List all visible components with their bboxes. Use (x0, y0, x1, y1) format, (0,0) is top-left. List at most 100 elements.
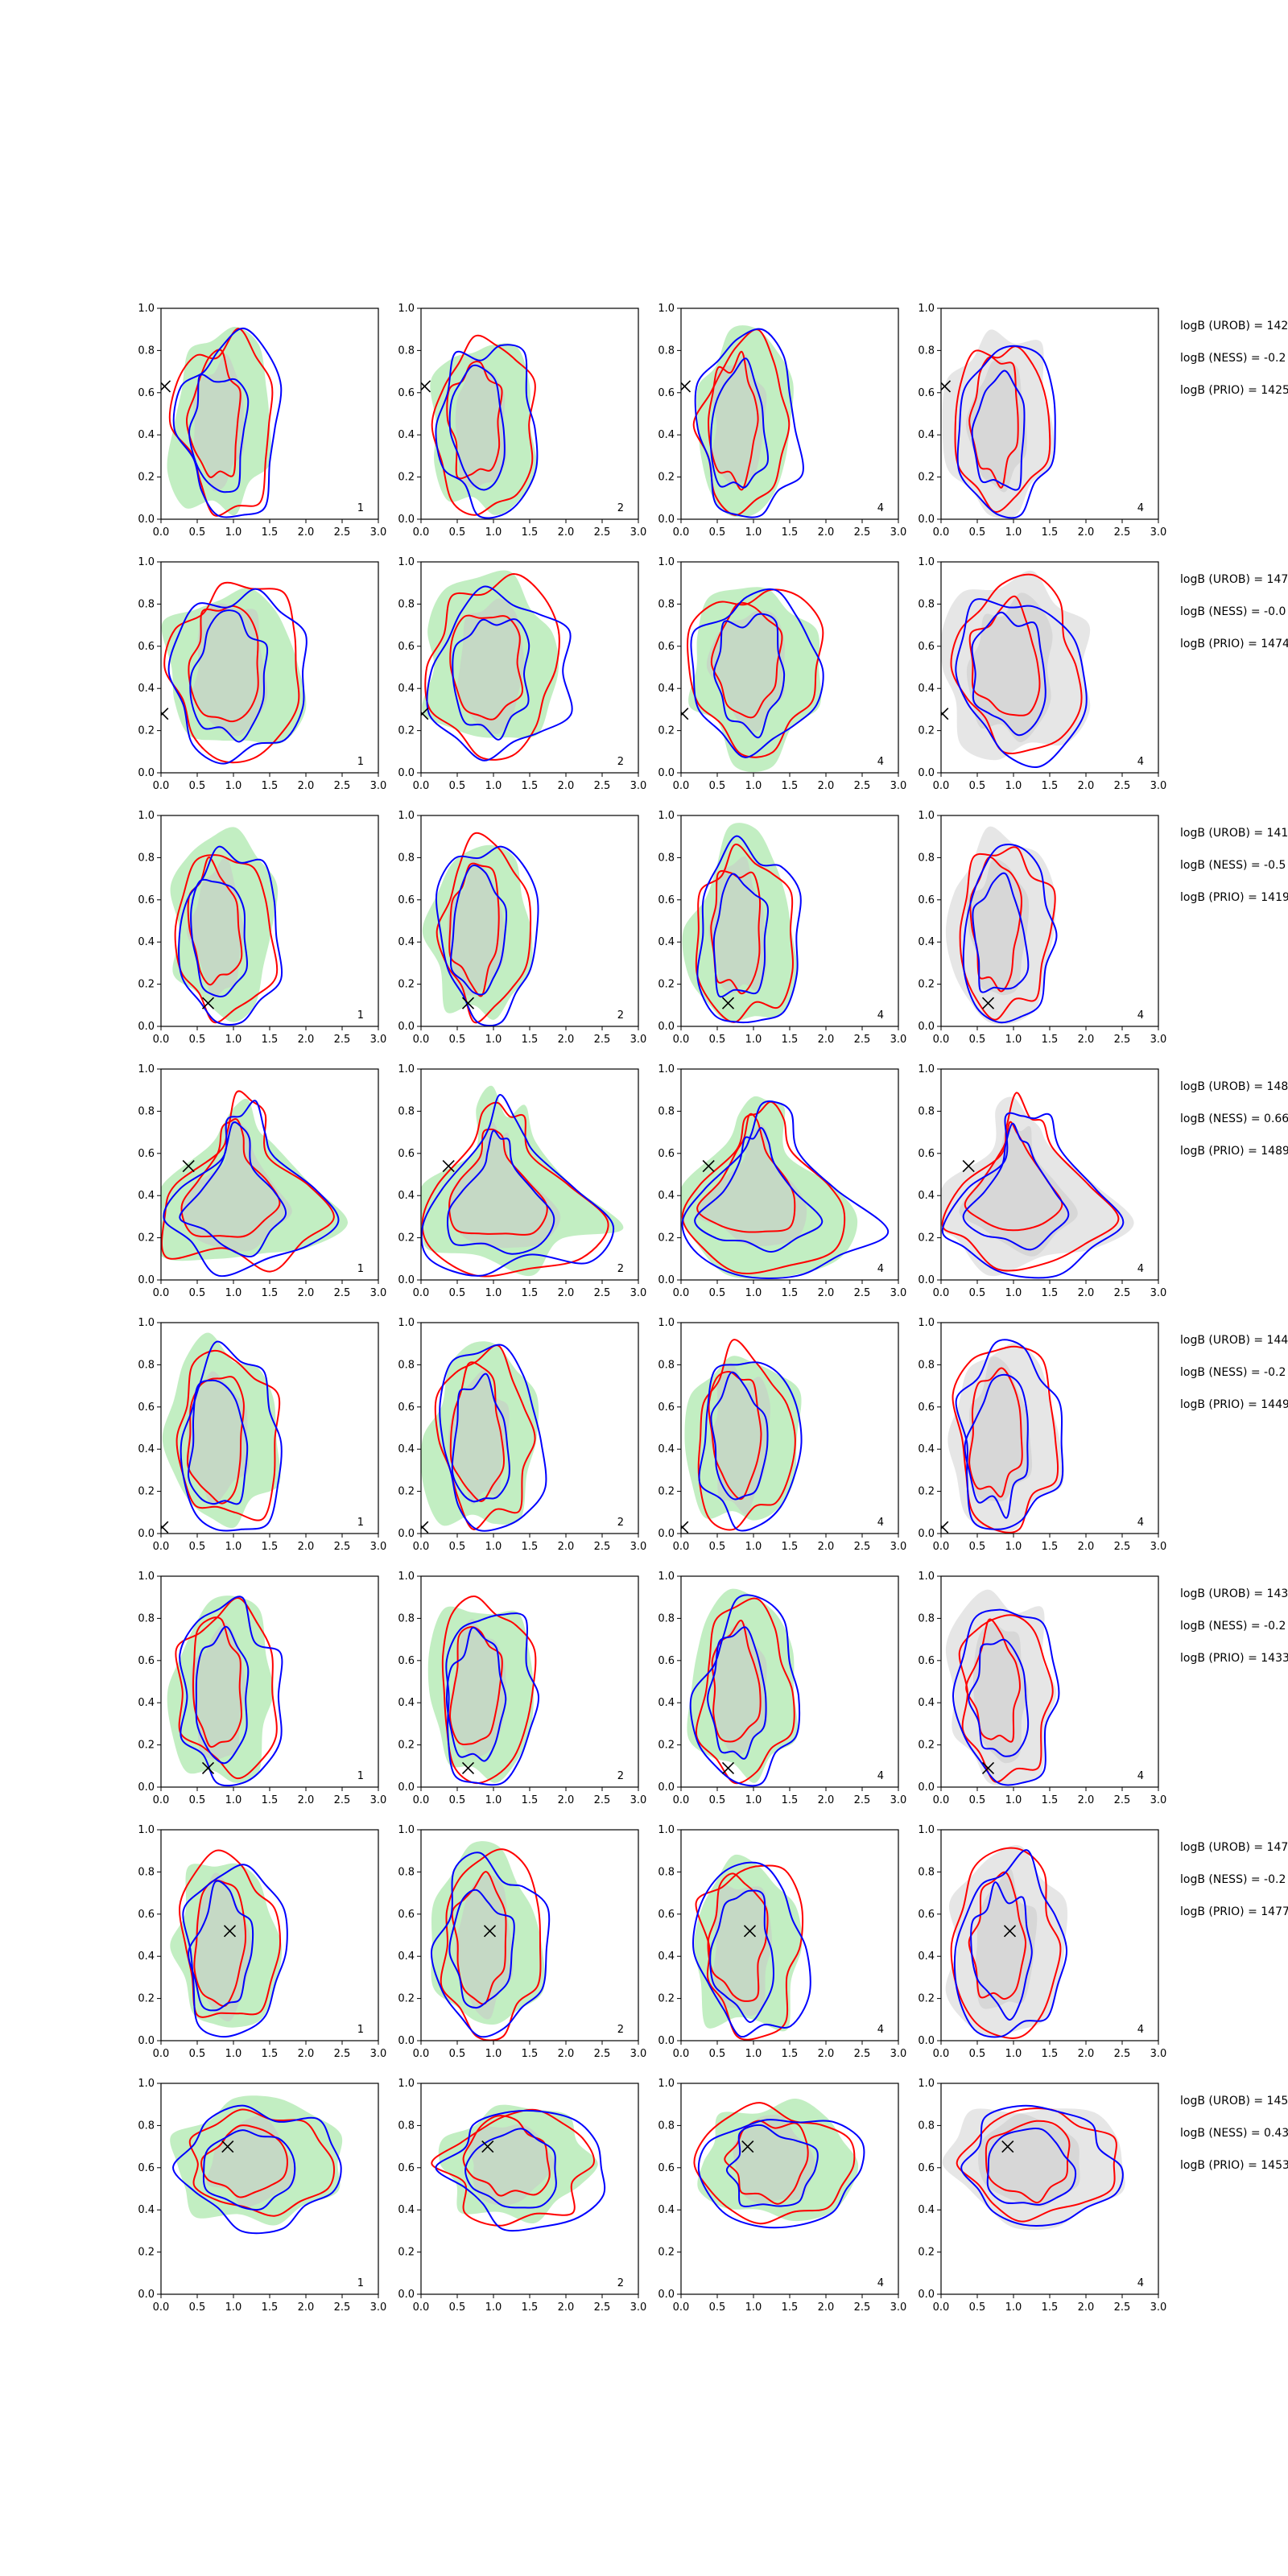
y-tick-label: 0.0 (398, 1528, 415, 1540)
y-tick-label: 0.6 (398, 2162, 415, 2174)
blue-contour-inner (713, 613, 786, 739)
panel-r6-c4: 0.0 0.5 1.0 1.5 2.0 2.5 3.0 0.0 0.2 0.4 0.6 0.8 1.0 4 (918, 1571, 1166, 1806)
logb-annotation: logB (UROB) = 148 (1180, 1080, 1288, 1093)
true-value-marker (182, 1159, 195, 1173)
x-tick-label: 1.5 (1042, 1034, 1059, 1046)
panel-r2-c2: 0.0 0.5 1.0 1.5 2.0 2.5 3.0 0.0 0.2 0.4 0.6 0.8 1.0 2 (398, 556, 646, 792)
y-tick-label: 1.0 (658, 1063, 675, 1075)
y-tick-label: 1.0 (398, 1824, 415, 1836)
density-fill-inner (966, 592, 1053, 743)
plot-area (161, 326, 283, 518)
y-tick-label: 0.0 (918, 1274, 935, 1286)
x-tick-label: 1.5 (1042, 2301, 1059, 2314)
y-tick-label: 0.6 (658, 2162, 675, 2174)
x-tick-label: 1.5 (522, 1541, 539, 1553)
blue-contour-inner (447, 1129, 555, 1255)
red-contour-outer (168, 328, 274, 517)
y-tick-label: 1.0 (138, 2078, 155, 2090)
x-tick-label: 3.0 (890, 780, 907, 792)
red-contour-inner (180, 1118, 281, 1238)
y-tick-label: 0.4 (398, 1443, 415, 1455)
panel-number-label: 1 (357, 1517, 364, 1529)
y-tick-label: 0.4 (138, 1190, 155, 1202)
panel-r1-c1: 0.0 0.5 1.0 1.5 2.0 2.5 3.0 0.0 0.2 0.4 0.6 0.8 1.0 1 (138, 303, 386, 539)
y-tick-label: 0.6 (918, 387, 935, 399)
plot-area (681, 325, 804, 518)
panel-r4-c1: 0.0 0.5 1.0 1.5 2.0 2.5 3.0 0.0 0.2 0.4 0.6 0.8 1.0 1 (138, 1063, 386, 1299)
true-value-marker (421, 708, 429, 720)
x-tick-label: 0.5 (449, 1287, 466, 1299)
blue-contour-inner (188, 374, 250, 493)
x-tick-label: 3.0 (1150, 1541, 1167, 1553)
x-tick-label: 0.0 (413, 1541, 430, 1553)
y-tick-label: 0.0 (918, 2035, 935, 2047)
panel-r2-c3: 0.0 0.5 1.0 1.5 2.0 2.5 3.0 0.0 0.2 0.4 0.6 0.8 1.0 4 (658, 556, 906, 792)
y-tick-label: 1.0 (138, 1063, 155, 1075)
x-tick-label: 1.0 (485, 1541, 502, 1553)
x-tick-label: 1.0 (745, 2301, 762, 2314)
x-tick-label: 0.0 (933, 2301, 950, 2314)
blue-contour-outer (956, 345, 1056, 519)
y-tick-label: 0.0 (138, 2289, 155, 2301)
row-6: 0.0 0.5 1.0 1.5 2.0 2.5 3.0 0.0 0.2 0.4 0.6 0.8 1.0 1… (138, 1571, 1288, 1806)
true-value-marker (721, 1761, 735, 1774)
y-tick-label: 0.0 (138, 1528, 155, 1540)
x-tick-label: 0.5 (189, 1794, 206, 1806)
y-tick-label: 0.0 (658, 1274, 675, 1286)
x-tick-label: 3.0 (890, 1541, 907, 1553)
blue-contour-inner (710, 357, 769, 489)
y-tick-label: 1.0 (918, 1063, 935, 1075)
y-tick-label: 0.8 (138, 345, 155, 357)
true-value-marker (161, 708, 169, 720)
x-tick-label: 1.0 (745, 2048, 762, 2060)
y-tick-label: 0.8 (658, 1612, 675, 1624)
plot-area (421, 1341, 547, 1534)
x-tick-label: 0.0 (673, 2301, 690, 2314)
red-contour-outer (687, 588, 824, 758)
logb-annotation: logB (PRIO) = 1453 (1180, 2159, 1288, 2172)
y-tick-label: 0.6 (138, 1148, 155, 1160)
y-tick-label: 0.6 (918, 1148, 935, 1160)
y-tick-label: 1.0 (398, 810, 415, 822)
x-tick-label: 2.0 (818, 526, 835, 539)
row-8: 0.0 0.5 1.0 1.5 2.0 2.5 3.0 0.0 0.2 0.4 0.6 0.8 1.0 1… (138, 2078, 1288, 2314)
blue-contour-outer (445, 1612, 540, 1786)
y-tick-label: 0.2 (398, 1486, 415, 1498)
blue-contour-outer (698, 1361, 803, 1532)
y-tick-label: 0.2 (658, 979, 675, 991)
logb-annotation: logB (NESS) = 0.66 (1180, 1113, 1288, 1125)
x-tick-label: 1.5 (522, 2048, 539, 2060)
red-contour-outer (436, 832, 532, 1024)
y-tick-label: 0.2 (138, 979, 155, 991)
x-tick-label: 1.5 (522, 1287, 539, 1299)
y-tick-label: 0.6 (398, 894, 415, 906)
blue-contour-inner (986, 2128, 1077, 2206)
density-fill-inner (456, 598, 525, 734)
y-tick-label: 0.2 (138, 2247, 155, 2259)
x-tick-label: 0.0 (933, 1794, 950, 1806)
panel-r2-c1: 0.0 0.5 1.0 1.5 2.0 2.5 3.0 0.0 0.2 0.4 0.6 0.8 1.0 1 (138, 556, 386, 792)
y-tick-label: 0.8 (918, 2120, 935, 2132)
y-tick-label: 0.6 (918, 1909, 935, 1921)
logb-annotation: logB (UROB) = 145 (1180, 2095, 1288, 2107)
y-tick-label: 0.0 (138, 1274, 155, 1286)
panel-number-label: 4 (877, 1517, 884, 1529)
x-tick-label: 2.0 (558, 2048, 575, 2060)
blue-contour-inner (179, 1121, 287, 1257)
x-tick-label: 2.0 (818, 1794, 835, 1806)
density-fill-inner (190, 1622, 246, 1760)
red-contour-outer (697, 1339, 796, 1531)
red-contour-inner (968, 595, 1041, 716)
logb-annotation: logB (PRIO) = 1419 (1180, 891, 1288, 904)
x-tick-label: 2.5 (334, 1541, 351, 1553)
y-tick-label: 0.6 (658, 387, 675, 399)
x-tick-label: 2.0 (1078, 2301, 1095, 2314)
true-value-marker (483, 1925, 497, 1938)
y-tick-label: 0.4 (398, 936, 415, 948)
y-tick-label: 0.0 (138, 767, 155, 779)
x-tick-label: 1.5 (1042, 2048, 1059, 2060)
blue-contour-inner (962, 1122, 1070, 1251)
y-tick-label: 0.4 (658, 1190, 675, 1202)
density-fill-inner (733, 2115, 815, 2204)
x-tick-label: 0.5 (709, 1794, 726, 1806)
